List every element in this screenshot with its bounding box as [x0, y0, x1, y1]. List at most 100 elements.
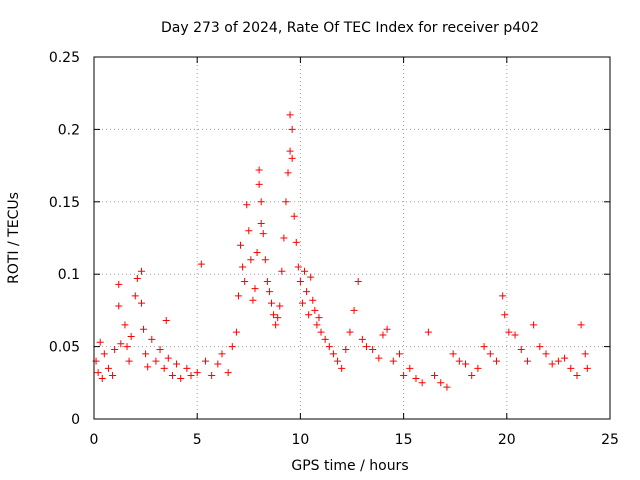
- data-point: [133, 275, 141, 283]
- data-point: [243, 201, 251, 209]
- data-point: [255, 166, 263, 174]
- data-point: [350, 306, 358, 314]
- data-point: [127, 332, 135, 340]
- data-point: [424, 328, 432, 336]
- data-point: [156, 345, 164, 353]
- data-point: [224, 369, 232, 377]
- data-point: [511, 331, 519, 339]
- data-point: [201, 357, 209, 365]
- data-point: [228, 343, 236, 351]
- data-point: [301, 267, 309, 275]
- data-point: [313, 321, 321, 329]
- data-point: [334, 357, 342, 365]
- data-point: [338, 364, 346, 372]
- data-point: [530, 321, 538, 329]
- series-roti: [92, 111, 591, 391]
- data-point: [100, 350, 108, 358]
- data-point: [296, 277, 304, 285]
- data-point: [214, 360, 222, 368]
- data-point: [303, 288, 311, 296]
- data-point: [274, 314, 282, 322]
- data-point: [121, 321, 129, 329]
- data-point: [148, 335, 156, 343]
- data-point: [168, 372, 176, 380]
- data-point: [305, 311, 313, 319]
- x-tick-label: 0: [90, 432, 99, 448]
- data-point: [251, 285, 259, 293]
- data-point: [187, 372, 195, 380]
- data-point: [292, 238, 300, 246]
- y-axis-title: ROTI / TECUs: [6, 192, 22, 284]
- data-point: [354, 277, 362, 285]
- data-point: [241, 277, 249, 285]
- data-point: [400, 372, 408, 380]
- data-point: [239, 263, 247, 271]
- data-point: [208, 372, 216, 380]
- data-point: [232, 328, 240, 336]
- data-point: [375, 354, 383, 362]
- data-point: [284, 169, 292, 177]
- data-point: [358, 335, 366, 343]
- data-point: [278, 267, 286, 275]
- x-tick-label: 20: [498, 432, 516, 448]
- data-point: [437, 379, 445, 387]
- data-point: [257, 198, 265, 206]
- data-point: [173, 360, 181, 368]
- data-point: [268, 299, 276, 307]
- data-points: [92, 111, 591, 391]
- data-point: [309, 296, 317, 304]
- data-point: [583, 364, 591, 372]
- axis-ticks: 0 5 10 15 20 25 0 0.05 0.1 0.15 0.2 0.25: [49, 50, 619, 448]
- data-point: [140, 325, 148, 333]
- data-point: [249, 296, 257, 304]
- data-point: [548, 360, 556, 368]
- data-point: [362, 343, 370, 351]
- x-tick-label: 15: [395, 432, 413, 448]
- data-point: [270, 311, 278, 319]
- data-point: [505, 328, 513, 336]
- data-point: [286, 111, 294, 119]
- data-point: [123, 343, 131, 351]
- data-point: [144, 363, 152, 371]
- data-point: [342, 345, 350, 353]
- data-point: [218, 350, 226, 358]
- data-point: [98, 374, 106, 382]
- data-point: [321, 335, 329, 343]
- data-point: [111, 345, 119, 353]
- data-point: [523, 357, 531, 365]
- data-point: [501, 311, 509, 319]
- data-point: [263, 277, 271, 285]
- data-point: [554, 357, 562, 365]
- y-tick-label: 0: [71, 412, 80, 428]
- data-point: [449, 350, 457, 358]
- x-tick-label: 25: [601, 432, 619, 448]
- data-point: [162, 317, 170, 325]
- data-point: [164, 354, 172, 362]
- data-point: [443, 383, 451, 391]
- data-point: [234, 292, 242, 300]
- data-point: [117, 340, 125, 348]
- data-point: [276, 302, 284, 310]
- data-point: [152, 357, 160, 365]
- data-point: [581, 350, 589, 358]
- data-point: [160, 364, 168, 372]
- data-point: [561, 354, 569, 362]
- data-point: [462, 360, 470, 368]
- data-point: [282, 198, 290, 206]
- data-point: [137, 267, 145, 275]
- data-point: [137, 299, 145, 307]
- data-point: [383, 325, 391, 333]
- grid: [94, 57, 610, 419]
- data-point: [197, 260, 205, 268]
- data-point: [329, 350, 337, 358]
- data-point: [418, 379, 426, 387]
- data-point: [311, 306, 319, 314]
- data-point: [468, 372, 476, 380]
- data-point: [115, 280, 123, 288]
- chart-title: Day 273 of 2024, Rate Of TEC Index for r…: [161, 20, 539, 36]
- data-point: [109, 372, 117, 380]
- data-point: [193, 369, 201, 377]
- data-point: [288, 154, 296, 162]
- data-point: [486, 350, 494, 358]
- data-point: [247, 256, 255, 264]
